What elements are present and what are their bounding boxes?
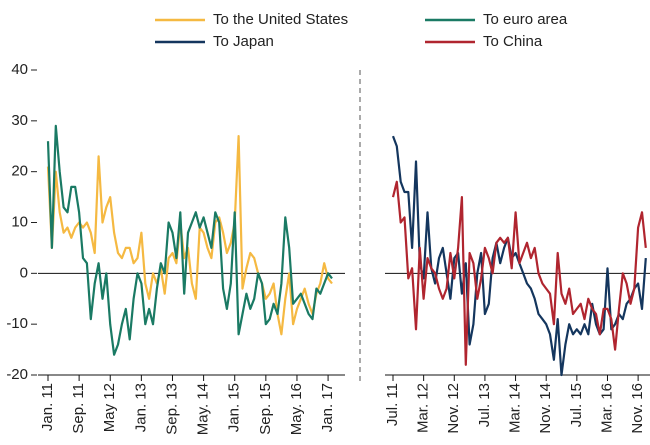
x-tick-label: Nov. 14 (537, 383, 554, 434)
x-tick-label: Jan. 11 (39, 383, 56, 431)
y-tick-label: 20 (11, 163, 28, 180)
legend-label: To Japan (213, 33, 274, 50)
legend-label: To euro area (483, 11, 568, 28)
x-tick-label: Nov. 12 (445, 383, 462, 434)
x-tick-label: May 12 (101, 383, 118, 432)
x-tick-label: Sep. 13 (163, 383, 180, 435)
series-line (46, 124, 333, 356)
x-tick-label: Mar. 14 (507, 383, 524, 433)
legend-label: To China (483, 33, 543, 50)
x-tick-label: May. 16 (288, 383, 305, 435)
x-tick-label: Nov. 16 (629, 383, 646, 434)
x-tick-label: May. 14 (195, 383, 212, 435)
x-tick-label: Jan. 15 (226, 383, 243, 432)
y-tick-label: -10 (6, 315, 28, 332)
x-tick-label: Jul. 15 (568, 383, 585, 427)
y-tick-label: 0 (20, 264, 28, 281)
y-tick-label: 10 (11, 213, 28, 230)
x-tick-label: Mar. 12 (415, 383, 432, 433)
x-tick-label: Jul. 13 (476, 383, 493, 427)
x-tick-label: Jan. 13 (132, 383, 149, 432)
x-tick-label: Sep. 15 (257, 383, 274, 435)
series-line (46, 135, 333, 336)
x-tick-label: Mar. 16 (598, 383, 615, 433)
x-tick-label: Jan. 17 (319, 383, 336, 432)
legend-label: To the United States (213, 11, 348, 28)
y-tick-label: 40 (11, 61, 28, 78)
x-tick-label: Sep. 11 (70, 383, 87, 434)
y-tick-label: -20 (6, 366, 28, 383)
series-line (391, 180, 647, 366)
y-tick-label: 30 (11, 112, 28, 129)
x-tick-label: Jul. 11 (384, 383, 401, 426)
